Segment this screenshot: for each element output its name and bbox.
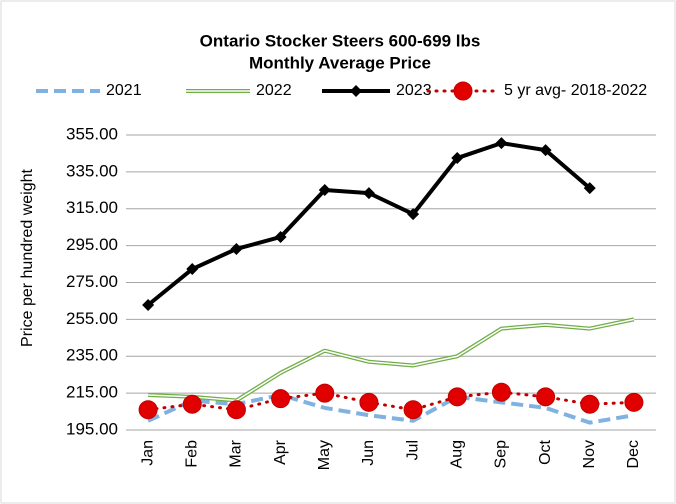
point bbox=[182, 394, 202, 414]
legend-label: 2023 bbox=[396, 82, 432, 99]
x-tick-label: May bbox=[316, 440, 333, 470]
point bbox=[451, 152, 464, 165]
x-tick-label: Nov bbox=[581, 440, 598, 468]
x-tick-label: Aug bbox=[448, 440, 465, 468]
y-tick-label: 195.00 bbox=[66, 419, 118, 438]
legend-marker bbox=[453, 81, 473, 101]
y-tick-label: 335.00 bbox=[66, 161, 118, 180]
point bbox=[403, 400, 423, 420]
point bbox=[230, 242, 243, 255]
point bbox=[318, 183, 331, 196]
series-line bbox=[147, 392, 635, 425]
point bbox=[491, 382, 511, 402]
point bbox=[186, 263, 199, 276]
point bbox=[407, 208, 420, 221]
y-tick-label: 235.00 bbox=[66, 346, 118, 365]
chart-subtitle: Monthly Average Price bbox=[249, 53, 431, 72]
y-tick-label: 315.00 bbox=[66, 198, 118, 217]
y-axis-label: Price per hundred weight bbox=[19, 169, 36, 347]
x-tick-label: Feb bbox=[183, 440, 200, 468]
x-tick-label: Jan bbox=[139, 440, 156, 466]
point bbox=[138, 400, 158, 420]
legend-label: 2021 bbox=[106, 82, 142, 99]
legend: 2021 2022 2023 5 yr avg- 2018-2022 bbox=[36, 81, 647, 101]
point bbox=[580, 394, 600, 414]
y-tick-label: 355.00 bbox=[66, 124, 118, 143]
legend-label: 5 yr avg- 2018-2022 bbox=[504, 82, 647, 99]
chart-title: Ontario Stocker Steers 600-699 lbs bbox=[200, 31, 481, 50]
x-tick-label: Jun bbox=[360, 440, 377, 466]
point bbox=[583, 182, 596, 195]
x-tick-label: Sep bbox=[493, 440, 510, 469]
point bbox=[536, 387, 556, 407]
x-tick-label: Jul bbox=[404, 440, 421, 460]
y-tick-label: 215.00 bbox=[66, 383, 118, 402]
x-tick-label: Dec bbox=[625, 440, 642, 468]
y-tick-label: 275.00 bbox=[66, 272, 118, 291]
y-tick-label: 295.00 bbox=[66, 235, 118, 254]
point bbox=[447, 387, 467, 407]
point bbox=[315, 383, 335, 403]
point bbox=[226, 400, 246, 420]
series-line-inner bbox=[148, 318, 635, 402]
point bbox=[142, 298, 155, 311]
legend-label: 2022 bbox=[256, 82, 292, 99]
point bbox=[359, 392, 379, 412]
point bbox=[271, 389, 291, 409]
x-tick-label: Apr bbox=[272, 439, 289, 465]
x-tick-label: Oct bbox=[537, 439, 554, 464]
point bbox=[362, 187, 375, 200]
legend-marker bbox=[350, 85, 362, 97]
point bbox=[539, 144, 552, 157]
y-tick-label: 255.00 bbox=[66, 309, 118, 328]
point bbox=[495, 137, 508, 150]
point bbox=[624, 392, 644, 412]
point bbox=[274, 230, 287, 243]
x-tick-label: Mar bbox=[228, 439, 245, 467]
